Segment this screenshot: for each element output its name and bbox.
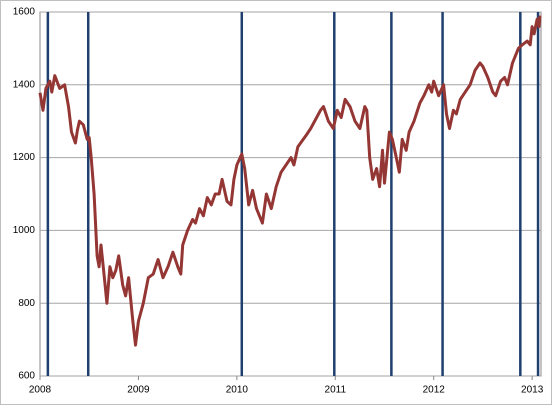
y-tick-label: 800	[18, 298, 35, 309]
y-tick-label: 1400	[13, 79, 36, 90]
y-tick-label: 1200	[13, 152, 36, 163]
x-tick-label: 2012	[423, 385, 446, 396]
y-tick-label: 1600	[13, 7, 36, 18]
y-tick-label: 600	[18, 371, 35, 382]
x-tick-label: 2008	[29, 385, 52, 396]
series-line	[38, 15, 542, 347]
x-tick-label: 2010	[226, 385, 249, 396]
x-tick-label: 2013	[521, 385, 544, 396]
x-tick-label: 2011	[325, 385, 347, 396]
plot-area	[39, 11, 542, 377]
x-tick-label: 2009	[127, 385, 150, 396]
y-tick-label: 1000	[13, 225, 36, 236]
